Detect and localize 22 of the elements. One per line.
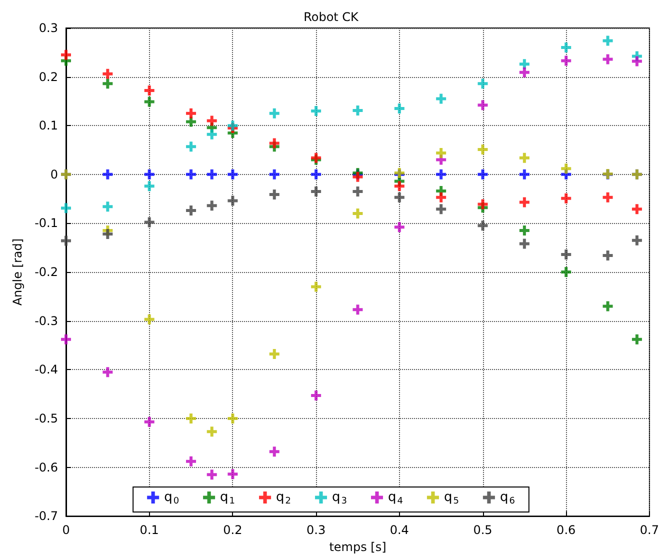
y-tick-label: -0.6 [34, 460, 58, 474]
y-tick-label: -0.2 [34, 265, 58, 280]
y-axis-title: Angle [rad] [10, 238, 25, 306]
x-tick-label: 0.1 [140, 523, 159, 538]
chart-title: Robot CK [304, 10, 360, 24]
x-tick-label: 0.7 [640, 523, 660, 538]
x-tick-label: 0.5 [473, 523, 492, 538]
y-tick-label: 0.1 [38, 118, 58, 133]
y-tick-label: -0.4 [34, 362, 58, 377]
y-tick-label: -0.5 [34, 411, 58, 426]
y-tick-label: 0 [50, 167, 58, 182]
y-tick-label: -0.7 [34, 509, 58, 524]
y-tick-label: 0.2 [38, 70, 58, 84]
x-tick-label: 0.3 [306, 523, 326, 538]
x-tick-label: 0.6 [556, 523, 576, 538]
y-tick-label: -0.1 [34, 216, 58, 230]
x-axis-title: temps [s] [329, 540, 386, 554]
x-tick-label: 0.4 [390, 523, 409, 538]
y-tick-label: 0.3 [38, 21, 58, 35]
x-tick-label: 0.2 [223, 523, 242, 538]
y-tick-label: -0.3 [34, 314, 58, 328]
x-tick-label: 0 [62, 523, 70, 538]
